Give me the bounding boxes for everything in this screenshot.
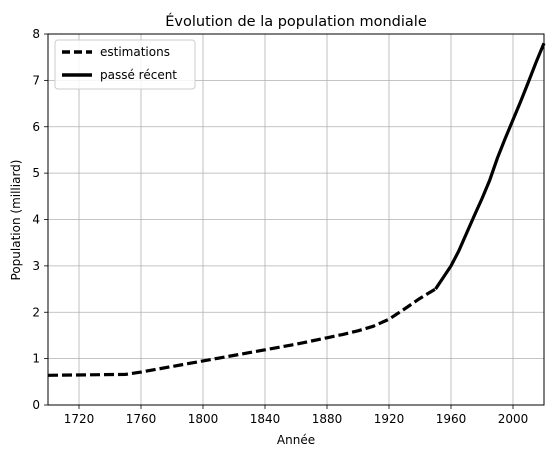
x-tick-label: 1920: [374, 412, 405, 426]
x-tick-label: 1880: [312, 412, 343, 426]
legend-label-estimations: estimations: [100, 45, 170, 59]
x-tick-label: 2000: [498, 412, 529, 426]
y-tick-label: 4: [32, 213, 40, 227]
y-tick-label: 1: [32, 352, 40, 366]
y-tick-label: 2: [32, 305, 40, 319]
y-tick-label: 6: [32, 120, 40, 134]
x-axis-label: Année: [277, 433, 315, 447]
series-line-passe-recent: [434, 42, 546, 290]
y-axis-ticks: 0 1 2 3 4 5 6 7 8: [32, 27, 48, 412]
grid-lines: [48, 33, 544, 406]
legend: estimations passé récent: [54, 39, 196, 90]
x-axis-ticks: 1720 1760 1800 1840 1880 1920 1960 2000: [64, 405, 529, 426]
legend-label-passe-recent: passé récent: [100, 68, 177, 82]
y-tick-label: 8: [32, 27, 40, 41]
x-tick-label: 1960: [436, 412, 467, 426]
series-layer: [47, 42, 546, 377]
x-tick-label: 1720: [64, 412, 95, 426]
y-tick-label: 0: [32, 398, 40, 412]
x-tick-label: 1800: [188, 412, 219, 426]
y-tick-label: 7: [32, 73, 40, 87]
x-tick-label: 1840: [250, 412, 281, 426]
y-tick-label: 5: [32, 166, 40, 180]
x-tick-label: 1760: [126, 412, 157, 426]
y-axis-label: Population (milliard): [9, 160, 23, 281]
y-tick-label: 3: [32, 259, 40, 273]
series-line-estimations: [47, 287, 437, 377]
chart-title: Évolution de la population mondiale: [165, 13, 427, 30]
